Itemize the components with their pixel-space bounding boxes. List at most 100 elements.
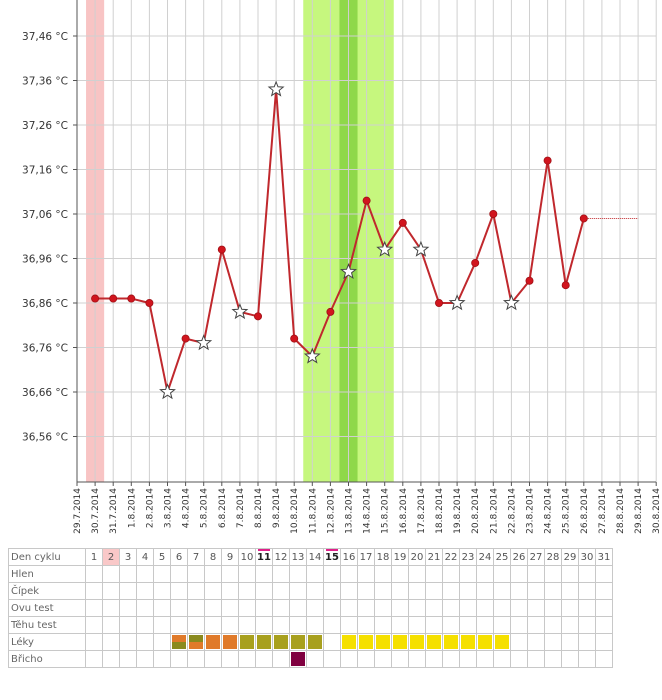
cycle-cell[interactable] — [544, 599, 562, 617]
cycle-cell[interactable] — [102, 599, 120, 617]
cycle-cell[interactable] — [85, 650, 103, 668]
cycle-cell[interactable] — [374, 616, 392, 634]
cycle-cell[interactable] — [408, 599, 426, 617]
cycle-cell[interactable] — [272, 599, 290, 617]
cycle-cell[interactable] — [323, 582, 341, 600]
cycle-cell[interactable] — [374, 650, 392, 668]
cycle-cell[interactable] — [374, 599, 392, 617]
cycle-cell[interactable] — [391, 565, 409, 583]
cycle-cell[interactable] — [306, 650, 324, 668]
cycle-cell[interactable] — [136, 650, 154, 668]
cycle-cell[interactable] — [357, 565, 375, 583]
cycle-cell[interactable] — [510, 650, 528, 668]
cycle-cell[interactable] — [255, 599, 273, 617]
cycle-cell[interactable] — [255, 565, 273, 583]
cycle-cell[interactable] — [476, 582, 494, 600]
cycle-cell[interactable] — [272, 565, 290, 583]
cycle-cell[interactable] — [493, 599, 511, 617]
cycle-cell[interactable] — [493, 633, 511, 651]
cycle-cell[interactable] — [476, 633, 494, 651]
cycle-cell[interactable] — [306, 616, 324, 634]
cycle-cell[interactable] — [136, 565, 154, 583]
cycle-cell[interactable] — [476, 599, 494, 617]
cycle-cell[interactable] — [459, 582, 477, 600]
cycle-cell[interactable] — [561, 599, 579, 617]
cycle-cell[interactable] — [544, 565, 562, 583]
cycle-cell[interactable] — [238, 616, 256, 634]
cycle-cell[interactable] — [374, 565, 392, 583]
cycle-cell[interactable] — [85, 633, 103, 651]
cycle-cell[interactable] — [578, 582, 596, 600]
cycle-cell[interactable] — [102, 565, 120, 583]
cycle-cell[interactable] — [238, 565, 256, 583]
cycle-cell[interactable] — [136, 633, 154, 651]
cycle-cell[interactable] — [391, 633, 409, 651]
cycle-cell[interactable] — [340, 633, 358, 651]
cycle-cell[interactable] — [408, 582, 426, 600]
cycle-cell[interactable] — [204, 616, 222, 634]
cycle-cell[interactable] — [476, 650, 494, 668]
cycle-cell[interactable] — [527, 633, 545, 651]
cycle-cell[interactable] — [153, 599, 171, 617]
cycle-cell[interactable] — [323, 650, 341, 668]
cycle-cell[interactable] — [544, 633, 562, 651]
cycle-cell[interactable] — [187, 633, 205, 651]
cycle-cell[interactable] — [119, 616, 137, 634]
cycle-cell[interactable] — [544, 616, 562, 634]
cycle-cell[interactable] — [459, 599, 477, 617]
cycle-cell[interactable] — [357, 616, 375, 634]
cycle-cell[interactable] — [238, 599, 256, 617]
cycle-cell[interactable] — [323, 633, 341, 651]
cycle-cell[interactable] — [476, 565, 494, 583]
cycle-cell[interactable] — [306, 565, 324, 583]
cycle-cell[interactable] — [119, 565, 137, 583]
cycle-cell[interactable] — [289, 565, 307, 583]
cycle-cell[interactable] — [102, 582, 120, 600]
cycle-cell[interactable] — [170, 650, 188, 668]
cycle-cell[interactable] — [527, 650, 545, 668]
cycle-cell[interactable] — [238, 633, 256, 651]
cycle-cell[interactable] — [289, 650, 307, 668]
cycle-cell[interactable] — [306, 633, 324, 651]
cycle-cell[interactable] — [459, 565, 477, 583]
cycle-cell[interactable] — [119, 599, 137, 617]
cycle-cell[interactable] — [357, 582, 375, 600]
cycle-cell[interactable] — [544, 582, 562, 600]
cycle-cell[interactable] — [340, 616, 358, 634]
cycle-cell[interactable] — [595, 582, 613, 600]
cycle-cell[interactable] — [255, 650, 273, 668]
cycle-cell[interactable] — [187, 599, 205, 617]
cycle-cell[interactable] — [340, 599, 358, 617]
cycle-cell[interactable] — [255, 616, 273, 634]
cycle-cell[interactable] — [527, 616, 545, 634]
cycle-cell[interactable] — [527, 599, 545, 617]
cycle-cell[interactable] — [425, 616, 443, 634]
cycle-cell[interactable] — [578, 616, 596, 634]
cycle-cell[interactable] — [323, 565, 341, 583]
cycle-cell[interactable] — [374, 582, 392, 600]
cycle-cell[interactable] — [527, 582, 545, 600]
cycle-cell[interactable] — [510, 582, 528, 600]
cycle-cell[interactable] — [272, 616, 290, 634]
cycle-cell[interactable] — [493, 650, 511, 668]
cycle-cell[interactable] — [204, 633, 222, 651]
cycle-cell[interactable] — [391, 650, 409, 668]
cycle-cell[interactable] — [425, 599, 443, 617]
cycle-cell[interactable] — [323, 599, 341, 617]
cycle-cell[interactable] — [595, 565, 613, 583]
cycle-cell[interactable] — [204, 599, 222, 617]
cycle-cell[interactable] — [85, 599, 103, 617]
cycle-cell[interactable] — [425, 633, 443, 651]
cycle-cell[interactable] — [187, 650, 205, 668]
cycle-cell[interactable] — [578, 599, 596, 617]
cycle-cell[interactable] — [85, 565, 103, 583]
cycle-cell[interactable] — [170, 565, 188, 583]
cycle-cell[interactable] — [493, 616, 511, 634]
cycle-cell[interactable] — [340, 650, 358, 668]
cycle-cell[interactable] — [136, 599, 154, 617]
cycle-cell[interactable] — [595, 633, 613, 651]
cycle-cell[interactable] — [561, 582, 579, 600]
cycle-cell[interactable] — [510, 633, 528, 651]
cycle-cell[interactable] — [476, 616, 494, 634]
cycle-cell[interactable] — [221, 599, 239, 617]
